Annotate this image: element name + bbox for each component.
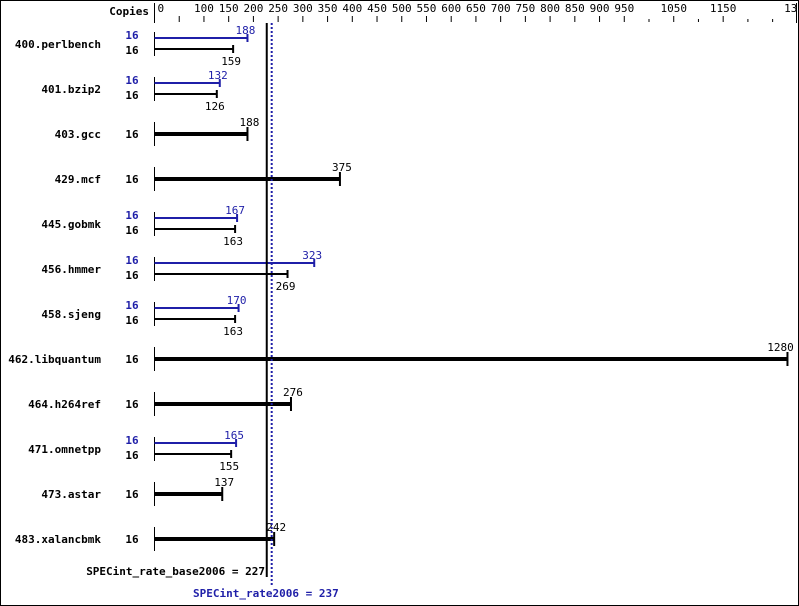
base-copies: 16 (125, 488, 139, 501)
benchmark-label: 429.mcf (55, 173, 101, 186)
tick-label: 600 (441, 2, 461, 15)
peak-copies: 16 (125, 209, 139, 222)
base-value: 188 (240, 116, 260, 129)
tick-label: 200 (243, 2, 263, 15)
benchmark-label: 458.sjeng (41, 308, 101, 321)
peak-value: 170 (227, 294, 247, 307)
benchmark-label: 471.omnetpp (28, 443, 101, 456)
base-copies: 16 (125, 128, 139, 141)
tick-label: 450 (367, 2, 387, 15)
tick-label: 1150 (710, 2, 737, 15)
base-copies: 16 (125, 224, 139, 237)
peak-value: 132 (208, 69, 228, 82)
base-value: 163 (223, 235, 243, 248)
peak-copies: 16 (125, 29, 139, 42)
benchmark-label: 403.gcc (55, 128, 101, 141)
tick-label: 650 (466, 2, 486, 15)
benchmark-label: 483.xalancbmk (15, 533, 101, 546)
base-copies: 16 (125, 89, 139, 102)
benchmark-label: 462.libquantum (8, 353, 101, 366)
base-copies: 16 (125, 449, 139, 462)
tick-label: 950 (614, 2, 634, 15)
base-copies: 16 (125, 173, 139, 186)
peak-value: 323 (302, 249, 322, 262)
base-value: 159 (221, 55, 241, 68)
tick-label: 1300 (784, 2, 798, 15)
tick-label: 850 (565, 2, 585, 15)
tick-label: 500 (392, 2, 412, 15)
benchmark-label: 445.gobmk (41, 218, 101, 231)
base-copies: 16 (125, 314, 139, 327)
peak-copies: 16 (125, 254, 139, 267)
base-copies: 16 (125, 533, 139, 546)
base-copies: 16 (125, 398, 139, 411)
tick-label: 550 (417, 2, 437, 15)
base-bar (154, 357, 788, 361)
tick-label: 750 (515, 2, 535, 15)
base-value: 276 (283, 386, 303, 399)
peak-value: 188 (236, 24, 256, 37)
tick-label: 150 (219, 2, 239, 15)
tick-label: 700 (491, 2, 511, 15)
base-copies: 16 (125, 44, 139, 57)
peak-copies: 16 (125, 434, 139, 447)
benchmark-label: 401.bzip2 (41, 83, 101, 96)
benchmark-label: 464.h264ref (28, 398, 101, 411)
tick-label: 800 (540, 2, 560, 15)
peak-value: 165 (224, 429, 244, 442)
base-value: 375 (332, 161, 352, 174)
copies-header: Copies (109, 5, 149, 18)
base-bar (154, 132, 248, 136)
base-bar (154, 492, 223, 496)
peak-copies: 16 (125, 74, 139, 87)
tick-label: 300 (293, 2, 313, 15)
tick-label: 350 (318, 2, 338, 15)
benchmark-label: 456.hmmer (41, 263, 101, 276)
benchmark-label: 473.astar (41, 488, 101, 501)
tick-label: 1050 (660, 2, 687, 15)
tick-label: 250 (268, 2, 288, 15)
tick-label: 100 (194, 2, 214, 15)
base-value: 1280 (767, 341, 794, 354)
base-value: 126 (205, 100, 225, 113)
base-mean-label: SPECint_rate_base2006 = 227 (86, 565, 265, 578)
peak-value: 167 (225, 204, 245, 217)
tick-label: 0 (158, 2, 165, 15)
peak-copies: 16 (125, 299, 139, 312)
base-copies: 16 (125, 269, 139, 282)
base-value: 242 (266, 521, 286, 534)
peak-mean-label: SPECint_rate2006 = 237 (193, 587, 339, 600)
base-value: 163 (223, 325, 243, 338)
base-value: 155 (219, 460, 239, 473)
base-bar (154, 402, 291, 406)
base-value: 269 (276, 280, 296, 293)
tick-label: 400 (342, 2, 362, 15)
base-bar (154, 177, 340, 181)
benchmark-label: 400.perlbench (15, 38, 101, 51)
base-copies: 16 (125, 353, 139, 366)
tick-label: 900 (590, 2, 610, 15)
base-bar (154, 537, 275, 541)
base-value: 137 (214, 476, 234, 489)
